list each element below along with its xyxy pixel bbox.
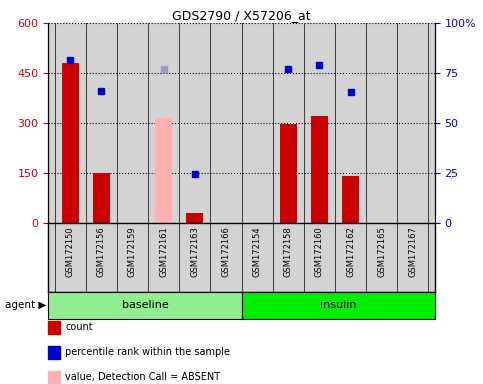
Text: baseline: baseline: [122, 300, 168, 310]
Text: value, Detection Call = ABSENT: value, Detection Call = ABSENT: [65, 372, 220, 382]
Bar: [342, 176, 359, 223]
Text: percentile rank within the sample: percentile rank within the sample: [65, 347, 230, 357]
Text: GSM172150: GSM172150: [66, 226, 74, 277]
Text: GSM172156: GSM172156: [97, 226, 106, 277]
Title: GDS2790 / X57206_at: GDS2790 / X57206_at: [172, 9, 311, 22]
Bar: [155, 118, 172, 223]
Text: GSM172161: GSM172161: [159, 226, 168, 277]
Text: GSM172166: GSM172166: [221, 226, 230, 277]
Text: GSM172154: GSM172154: [253, 226, 262, 277]
Text: GSM172159: GSM172159: [128, 226, 137, 277]
Text: GSM172165: GSM172165: [377, 226, 386, 277]
Text: GSM172163: GSM172163: [190, 226, 199, 277]
Bar: [61, 63, 79, 223]
Text: GSM172162: GSM172162: [346, 226, 355, 277]
Text: count: count: [65, 322, 93, 332]
Text: agent ▶: agent ▶: [5, 300, 46, 310]
Text: GSM172167: GSM172167: [409, 226, 417, 277]
Bar: [280, 124, 297, 223]
Text: insulin: insulin: [320, 300, 356, 310]
Bar: [93, 173, 110, 223]
Text: GSM172158: GSM172158: [284, 226, 293, 277]
Bar: [186, 213, 203, 223]
Bar: [311, 116, 328, 223]
Text: GSM172160: GSM172160: [315, 226, 324, 277]
